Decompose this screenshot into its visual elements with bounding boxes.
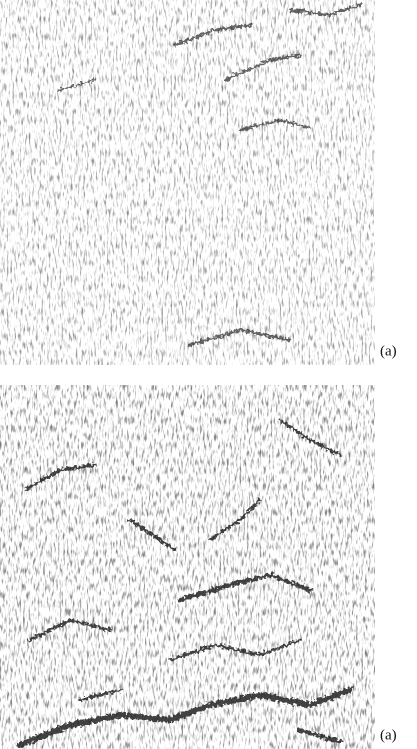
figure: (a) (a)	[0, 0, 417, 749]
noise-texture	[0, 385, 375, 749]
page: (a) (a) (() => { const data = JSON.parse…	[0, 0, 417, 749]
panel-bottom: (a)	[0, 385, 397, 749]
panel-label: (a)	[380, 727, 397, 743]
noise-texture	[0, 0, 375, 365]
panel-top: (a)	[0, 0, 397, 365]
panel-label: (a)	[380, 343, 397, 359]
